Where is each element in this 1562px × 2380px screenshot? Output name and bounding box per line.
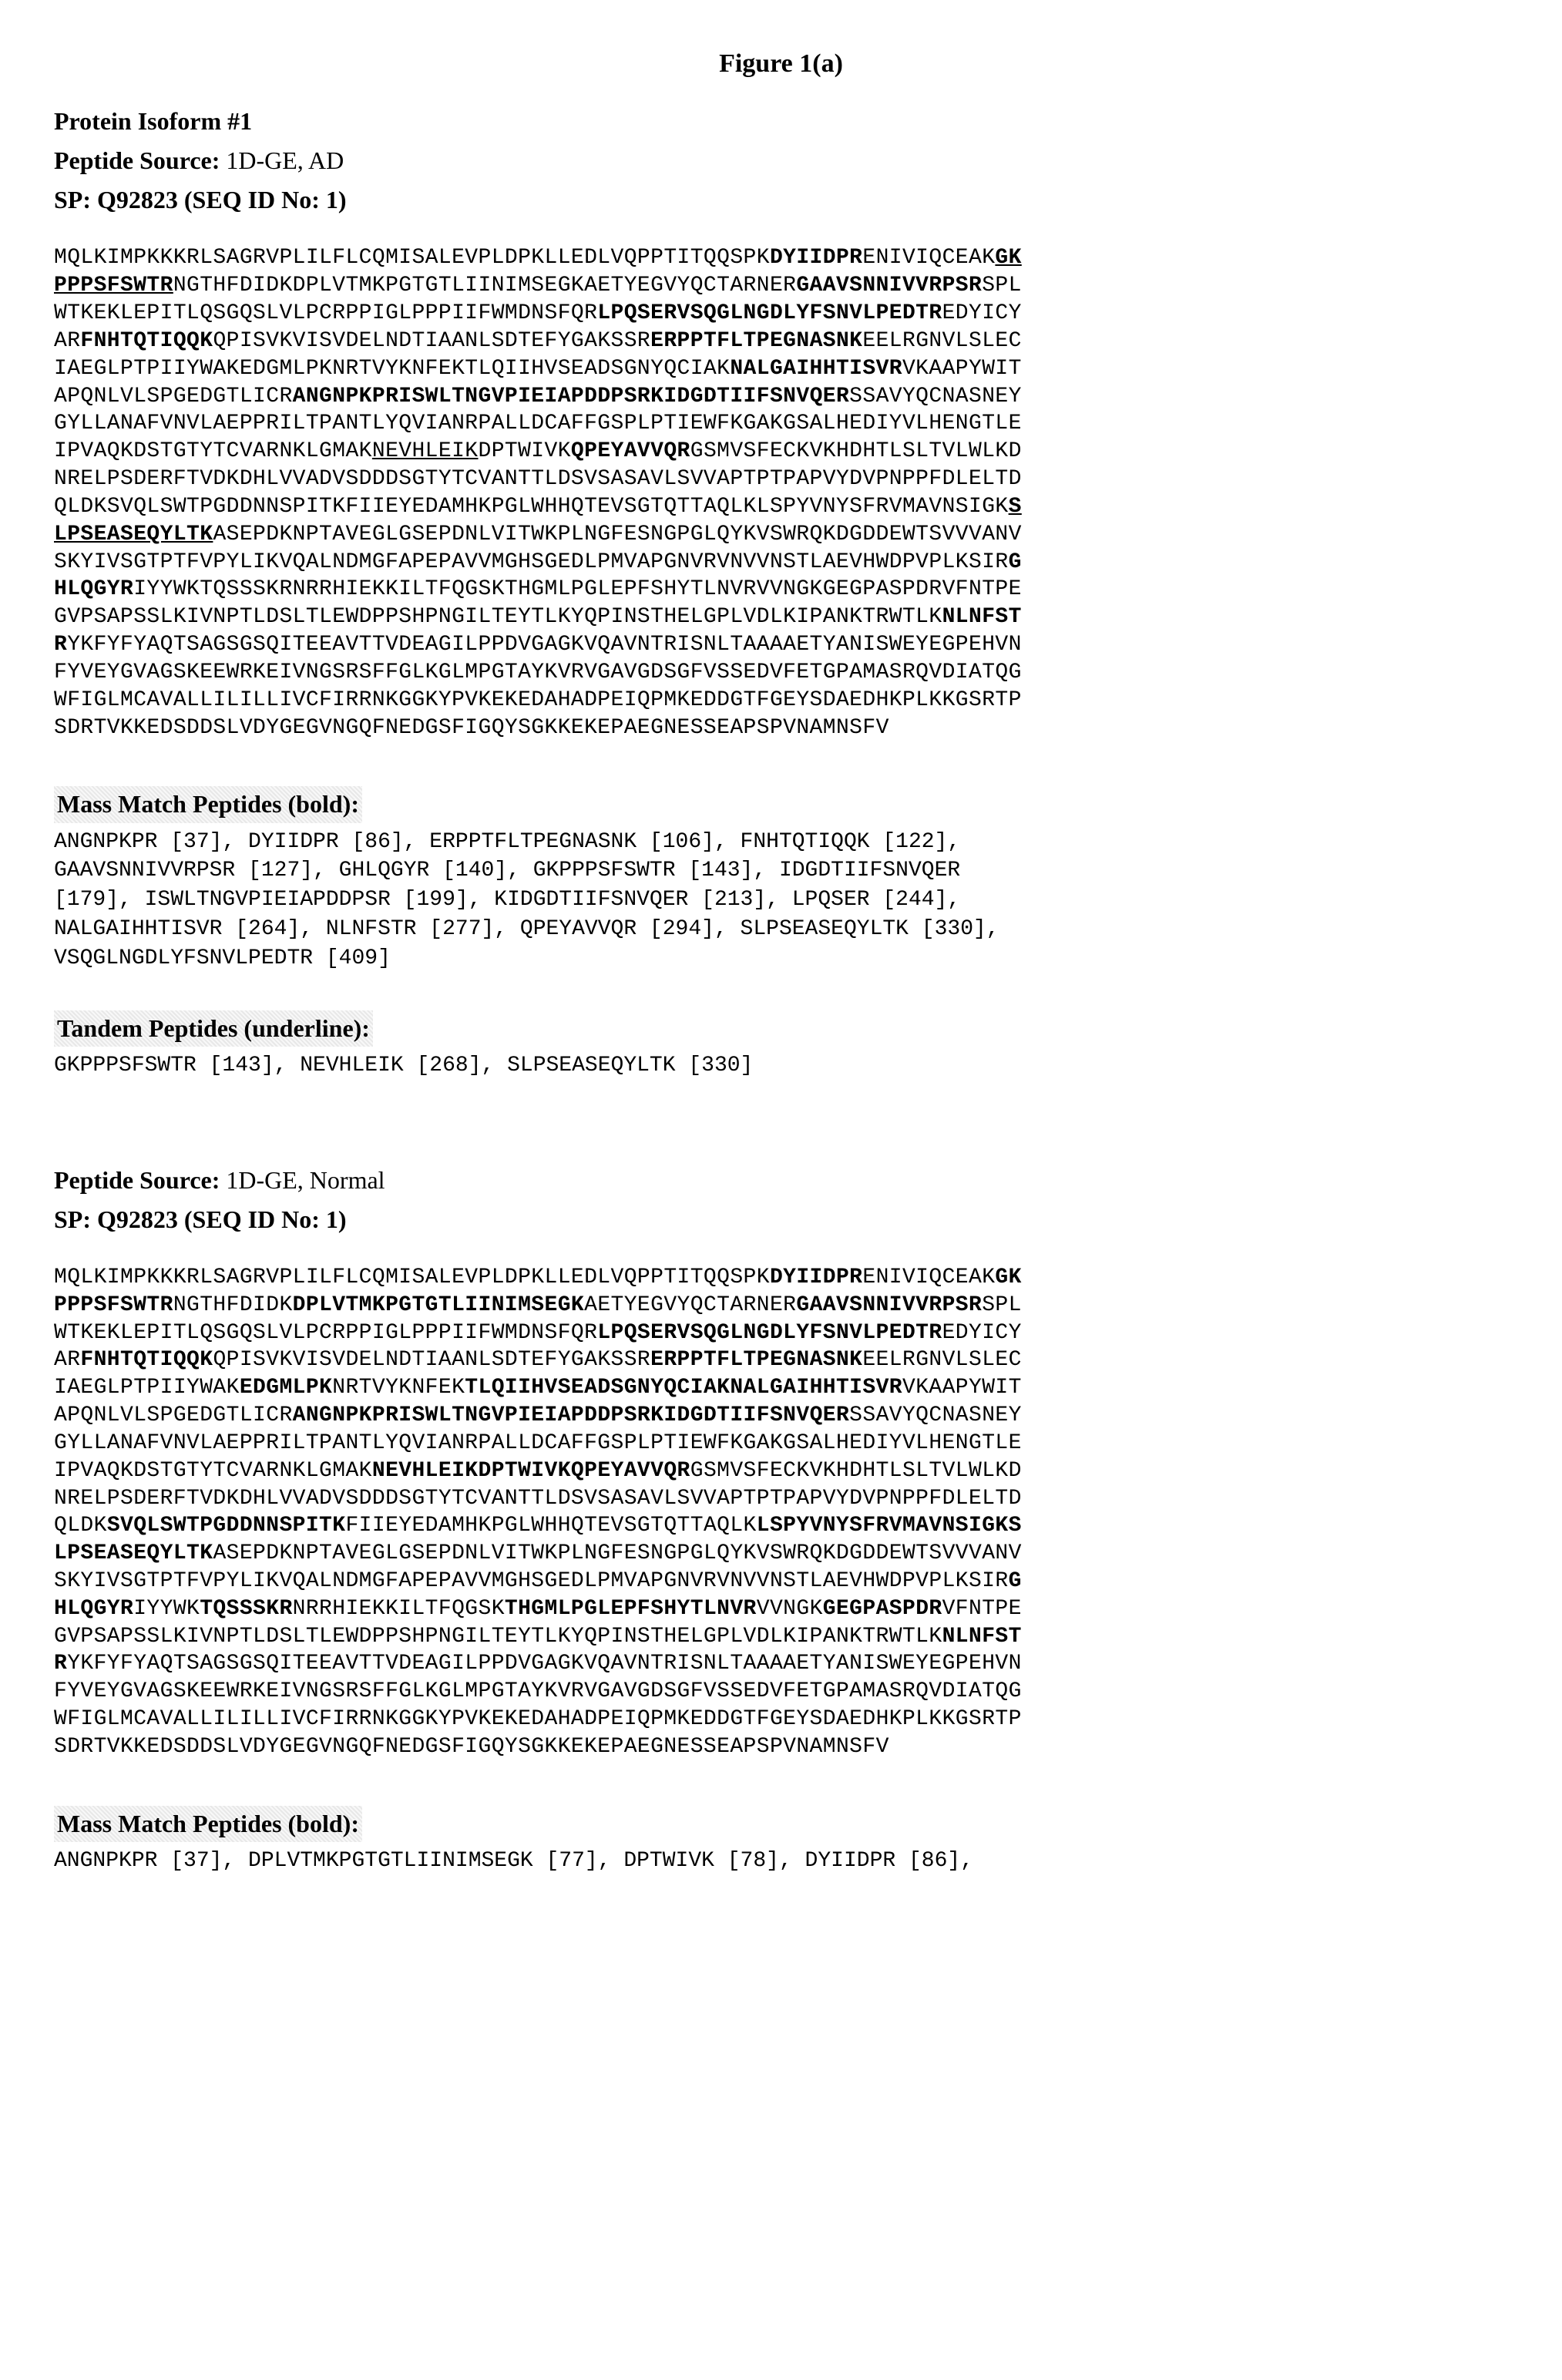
sequence-block-1: MQLKIMPKKKRLSAGRVPLILFLCQMISALEVPLDPKLLE… — [54, 244, 1508, 741]
peptide-source-header-1: Peptide Source: 1D-GE, AD — [54, 144, 1508, 177]
figure-title: Figure 1(a) — [54, 46, 1508, 82]
sp-label-1: SP: — [54, 186, 91, 213]
isoform-header: Protein Isoform #1 — [54, 105, 1508, 138]
sp-header-2: SP: Q92823 (SEQ ID No: 1) — [54, 1203, 1508, 1236]
source-value-1: 1D-GE, AD — [226, 146, 344, 174]
peptide-source-header-2: Peptide Source: 1D-GE, Normal — [54, 1164, 1508, 1197]
source-label-1: Peptide Source: — [54, 146, 220, 174]
section-1: Protein Isoform #1 Peptide Source: 1D-GE… — [54, 105, 1508, 1081]
sp-label-2: SP: — [54, 1205, 91, 1233]
section-2: Peptide Source: 1D-GE, Normal SP: Q92823… — [54, 1164, 1508, 1876]
tandem-label-1: Tandem Peptides (underline): — [54, 1010, 373, 1047]
sp-value-1: Q92823 (SEQ ID No: 1) — [97, 186, 347, 213]
sequence-block-2: MQLKIMPKKKRLSAGRVPLILFLCQMISALEVPLDPKLLE… — [54, 1264, 1508, 1761]
source-label-2: Peptide Source: — [54, 1166, 220, 1194]
mass-match-label-2: Mass Match Peptides (bold): — [54, 1806, 362, 1842]
sp-value-2: Q92823 (SEQ ID No: 1) — [97, 1205, 347, 1233]
source-value-2: 1D-GE, Normal — [226, 1166, 385, 1194]
sp-header-1: SP: Q92823 (SEQ ID No: 1) — [54, 183, 1508, 217]
tandem-list-1: GKPPPSFSWTR [143], NEVHLEIK [268], SLPSE… — [54, 1051, 1508, 1081]
mass-match-list-1: ANGNPKPR [37], DYIIDPR [86], ERPPTFLTPEG… — [54, 828, 1508, 973]
mass-match-label-1: Mass Match Peptides (bold): — [54, 786, 362, 822]
mass-match-list-2: ANGNPKPR [37], DPLVTMKPGTGTLIINIMSEGK [7… — [54, 1847, 1508, 1876]
